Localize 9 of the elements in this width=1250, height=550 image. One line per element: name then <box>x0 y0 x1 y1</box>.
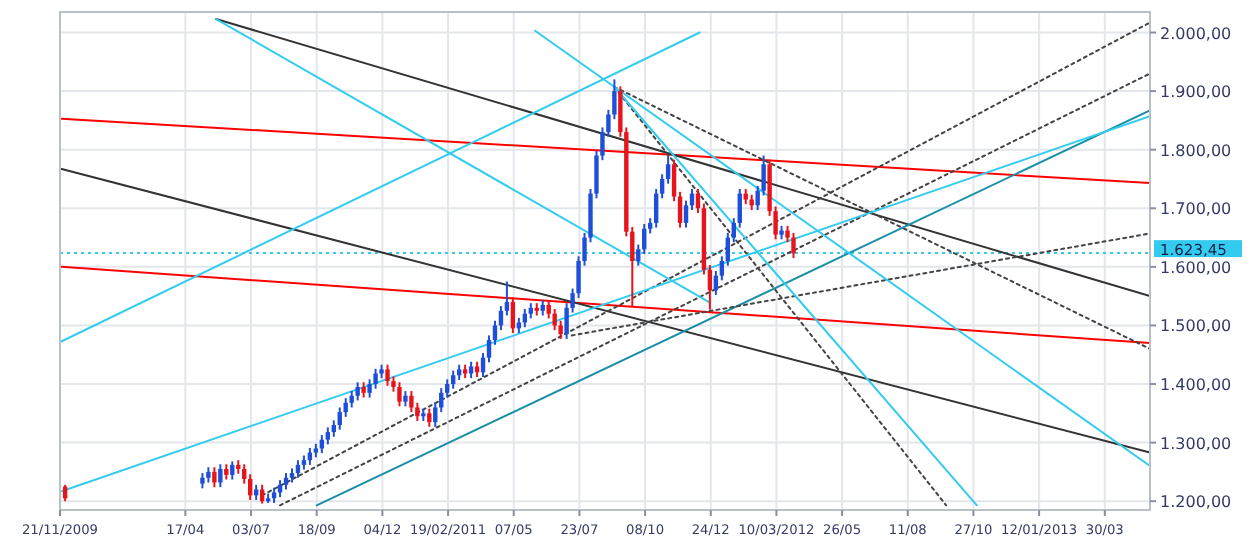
y-tick-label: 1.200,00 <box>1160 493 1232 512</box>
y-tick-label: 1.900,00 <box>1160 83 1232 102</box>
y-tick-label: 2.000,00 <box>1160 24 1232 43</box>
y-tick-label: 1.800,00 <box>1160 141 1232 160</box>
y-tick-label: 1.300,00 <box>1160 434 1232 453</box>
y-tick-label: 1.500,00 <box>1160 317 1232 336</box>
y-tick-label: 1.400,00 <box>1160 376 1232 395</box>
y-tick-label: 1.600,00 <box>1160 258 1232 277</box>
y-tick-label: 1.700,00 <box>1160 200 1232 219</box>
